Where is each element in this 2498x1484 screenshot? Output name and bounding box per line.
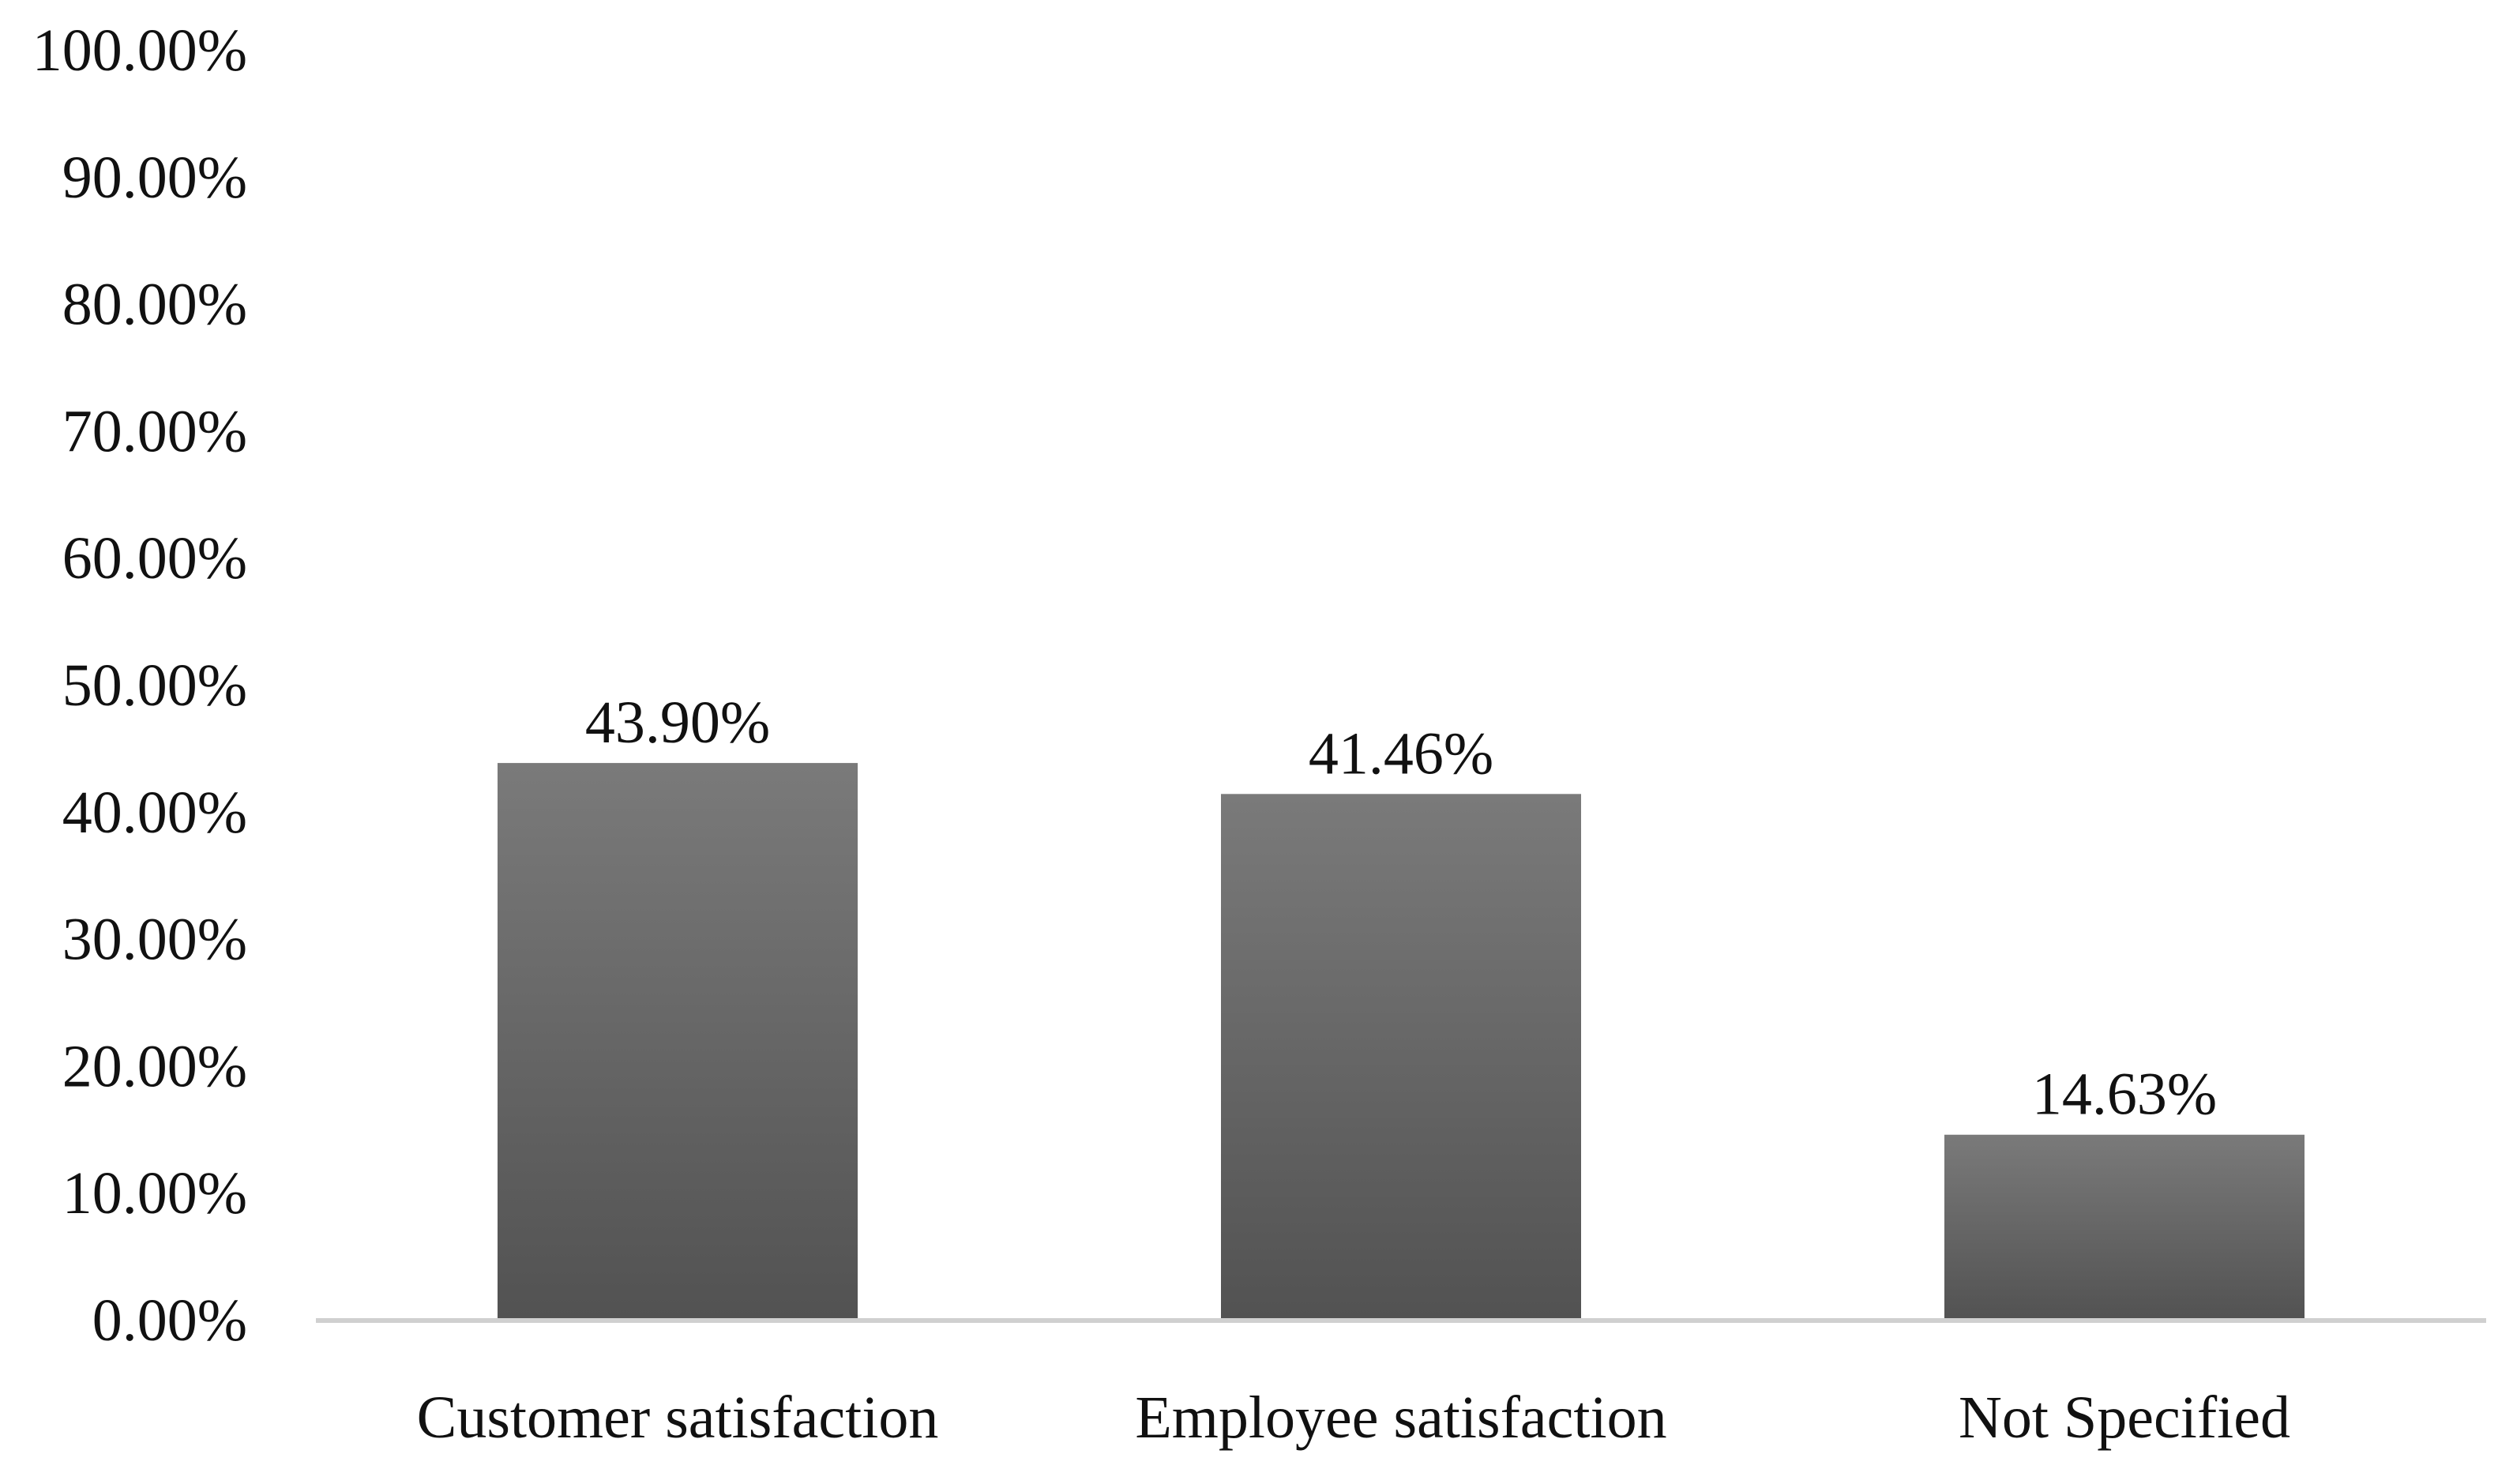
bars — [498, 763, 2305, 1321]
y-tick-label: 0.00% — [92, 1287, 247, 1354]
y-tick-label: 90.00% — [62, 145, 247, 211]
bar — [498, 763, 858, 1321]
bar-value-label: 41.46% — [1309, 720, 1493, 787]
category-label: Customer satisfaction — [417, 1384, 939, 1451]
y-tick-label: 60.00% — [62, 525, 247, 592]
y-tick-label: 10.00% — [62, 1160, 247, 1227]
category-label: Not Specified — [1959, 1384, 2290, 1451]
bar-value-label: 43.90% — [585, 689, 770, 756]
bar-value-label: 14.63% — [2032, 1061, 2217, 1128]
y-tick-label: 20.00% — [62, 1033, 247, 1099]
bar — [1944, 1134, 2305, 1321]
bar — [1221, 794, 1581, 1321]
y-tick-label: 100.00% — [32, 17, 247, 84]
x-axis-category-labels: Customer satisfaction Employee satisfacti… — [417, 1384, 2290, 1451]
y-tick-label: 50.00% — [62, 652, 247, 719]
y-tick-label: 80.00% — [62, 272, 247, 338]
category-label: Employee satisfaction — [1135, 1384, 1666, 1451]
data-labels: 43.90% 41.46% 14.63% — [585, 689, 2217, 1128]
y-tick-label: 30.00% — [62, 907, 247, 973]
y-tick-label: 40.00% — [62, 780, 247, 846]
y-tick-label: 70.00% — [62, 398, 247, 464]
y-axis-tick-labels: 0.00% 10.00% 20.00% 30.00% 40.00% 50.00% 60.00… — [32, 17, 247, 1354]
